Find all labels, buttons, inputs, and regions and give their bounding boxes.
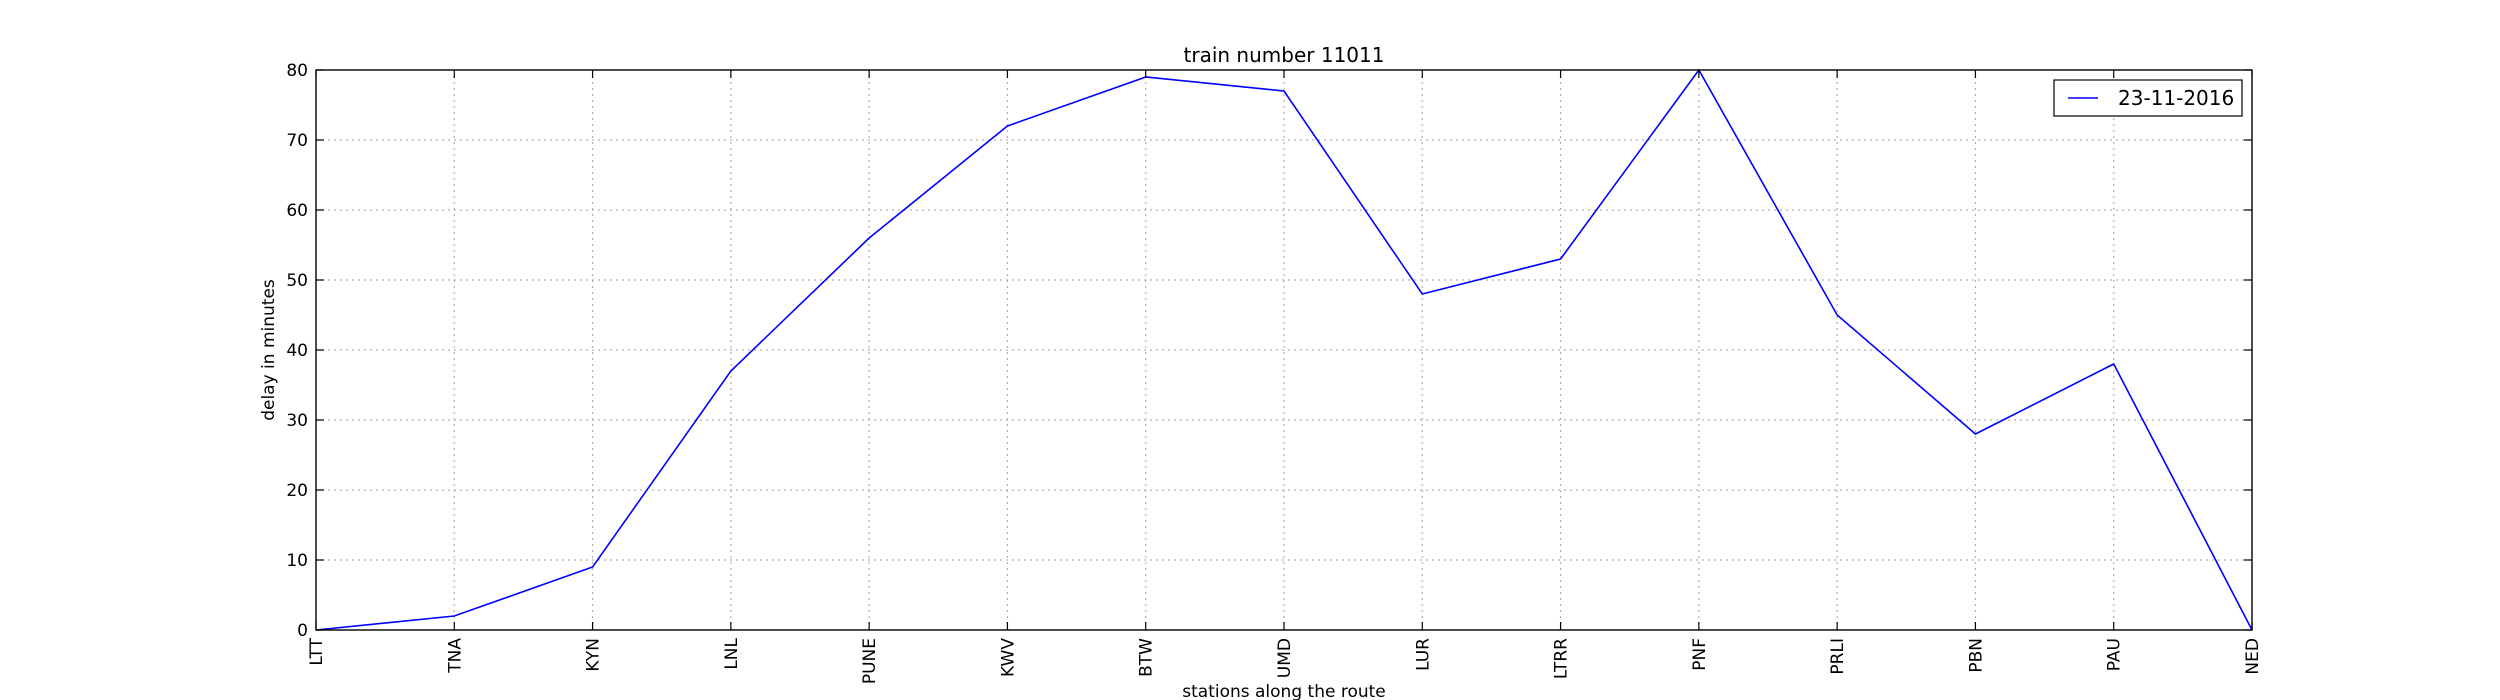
x-axis-label: stations along the route (1182, 682, 1386, 700)
y-tick-label: 10 (286, 551, 308, 571)
x-tick-label: LUR (1413, 638, 1433, 671)
x-tick-label: LNL (722, 637, 742, 669)
chart-title: train number 11011 (1184, 43, 1385, 67)
x-tick-label: UMD (1275, 638, 1295, 678)
x-tick-label: PUNE (860, 638, 880, 684)
grid (316, 70, 2252, 630)
y-tick-label: 80 (286, 61, 308, 81)
legend-label: 23-11-2016 (2118, 86, 2234, 110)
x-tick-label: TNA (445, 638, 465, 674)
axis-ticks (315, 69, 2253, 631)
y-tick-label: 60 (286, 201, 308, 221)
x-tick-label: KYN (584, 638, 604, 672)
series-line-23-11-2016 (315, 68, 2253, 631)
x-tick-label: KWV (998, 638, 1018, 677)
y-tick-label: 70 (286, 131, 308, 151)
x-tick-label: PAU (2105, 638, 2125, 671)
y-tick-label: 20 (286, 481, 308, 501)
x-tick-label: BTW (1137, 638, 1157, 677)
x-tick-label: PBN (1966, 638, 1986, 673)
x-tick-label: LTRR (1552, 638, 1572, 679)
x-tick-label: NED (2243, 638, 2263, 675)
legend: 23-11-2016 (2053, 79, 2243, 117)
y-tick-label: 0 (297, 621, 308, 641)
x-tick-label: LTT (307, 637, 327, 665)
y-tick-label: 30 (286, 411, 308, 431)
y-tick-labels: 0 10 20 30 40 50 60 70 80 (286, 61, 308, 641)
y-axis-label: delay in minutes (259, 279, 279, 421)
x-tick-label: PRLI (1828, 638, 1848, 675)
x-tick-labels: LTT TNA KYN LNL PUNE KWV BTW UMD LUR LTRR PNF PRLI P… (307, 637, 2263, 684)
y-tick-label: 50 (286, 271, 308, 291)
x-tick-label: PNF (1690, 638, 1710, 671)
y-tick-label: 40 (286, 341, 308, 361)
